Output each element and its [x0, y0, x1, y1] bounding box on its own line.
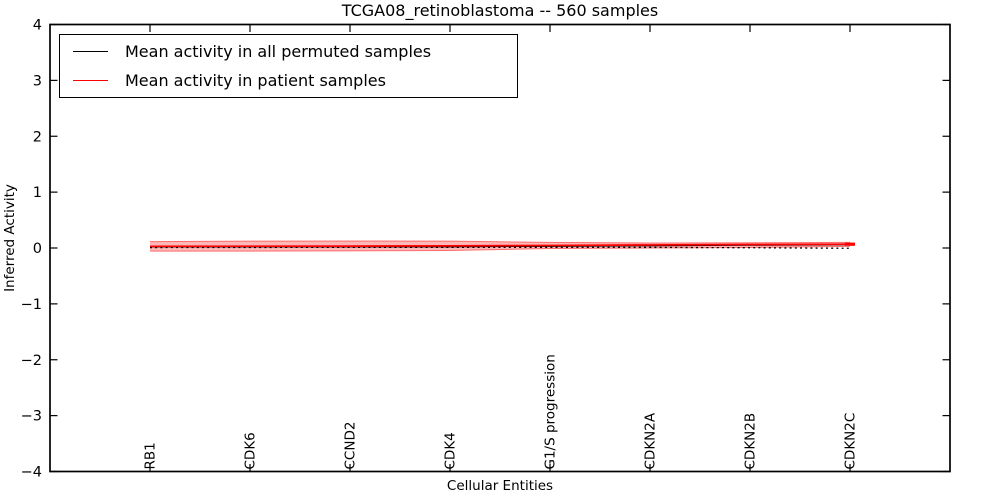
legend-line-red — [73, 80, 108, 81]
y-tick-label: 0 — [33, 241, 42, 257]
y-tick-label: −1 — [21, 297, 42, 313]
series-line-dotted — [149, 246, 851, 249]
y-tick-label: −3 — [21, 409, 42, 425]
legend-label: Mean activity in patient samples — [125, 71, 386, 90]
series-line-red — [149, 243, 851, 248]
x-tick-label: RB1 — [143, 442, 159, 469]
y-tick-label: 3 — [33, 73, 42, 89]
x-tick-label: CDKN2B — [743, 413, 759, 470]
legend-label: Mean activity in all permuted samples — [125, 42, 432, 61]
x-tick-label: CDK4 — [443, 432, 459, 469]
ticks-layer — [50, 23, 950, 473]
y-tick-label: −4 — [21, 465, 42, 481]
tick-labels-layer: RB1 CDK6 CCND2 CDK4 G1/S progression CDKN2A CD… — [21, 18, 859, 481]
series-layer — [149, 242, 855, 249]
y-tick-label: 1 — [33, 185, 42, 201]
y-tick-label: 4 — [33, 18, 42, 34]
legend: Mean activity in all permuted samples Me… — [59, 34, 518, 98]
x-tick-label: G1/S progression — [543, 354, 559, 469]
x-tick-label: CDKN2C — [843, 413, 859, 470]
confidence-band-upper-edge — [149, 240, 851, 244]
x-tick-label: CCND2 — [343, 422, 359, 470]
legend-row: Mean activity in patient samples — [60, 66, 517, 95]
legend-line-black — [73, 51, 108, 52]
chart-title: TCGA08_retinoblastoma -- 560 samples — [341, 1, 659, 20]
x-tick-label: CDK6 — [243, 432, 259, 469]
x-tick-label: CDKN2A — [643, 412, 659, 469]
y-tick-label: 2 — [33, 129, 42, 145]
x-axis-title: Cellular Entities — [446, 478, 554, 494]
legend-row: Mean activity in all permuted samples — [60, 37, 517, 66]
y-tick-label: −2 — [21, 353, 42, 369]
